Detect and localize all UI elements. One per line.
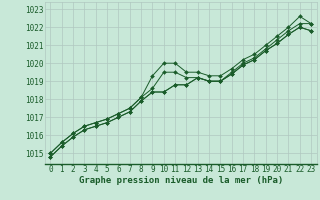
X-axis label: Graphe pression niveau de la mer (hPa): Graphe pression niveau de la mer (hPa) [79, 176, 283, 185]
